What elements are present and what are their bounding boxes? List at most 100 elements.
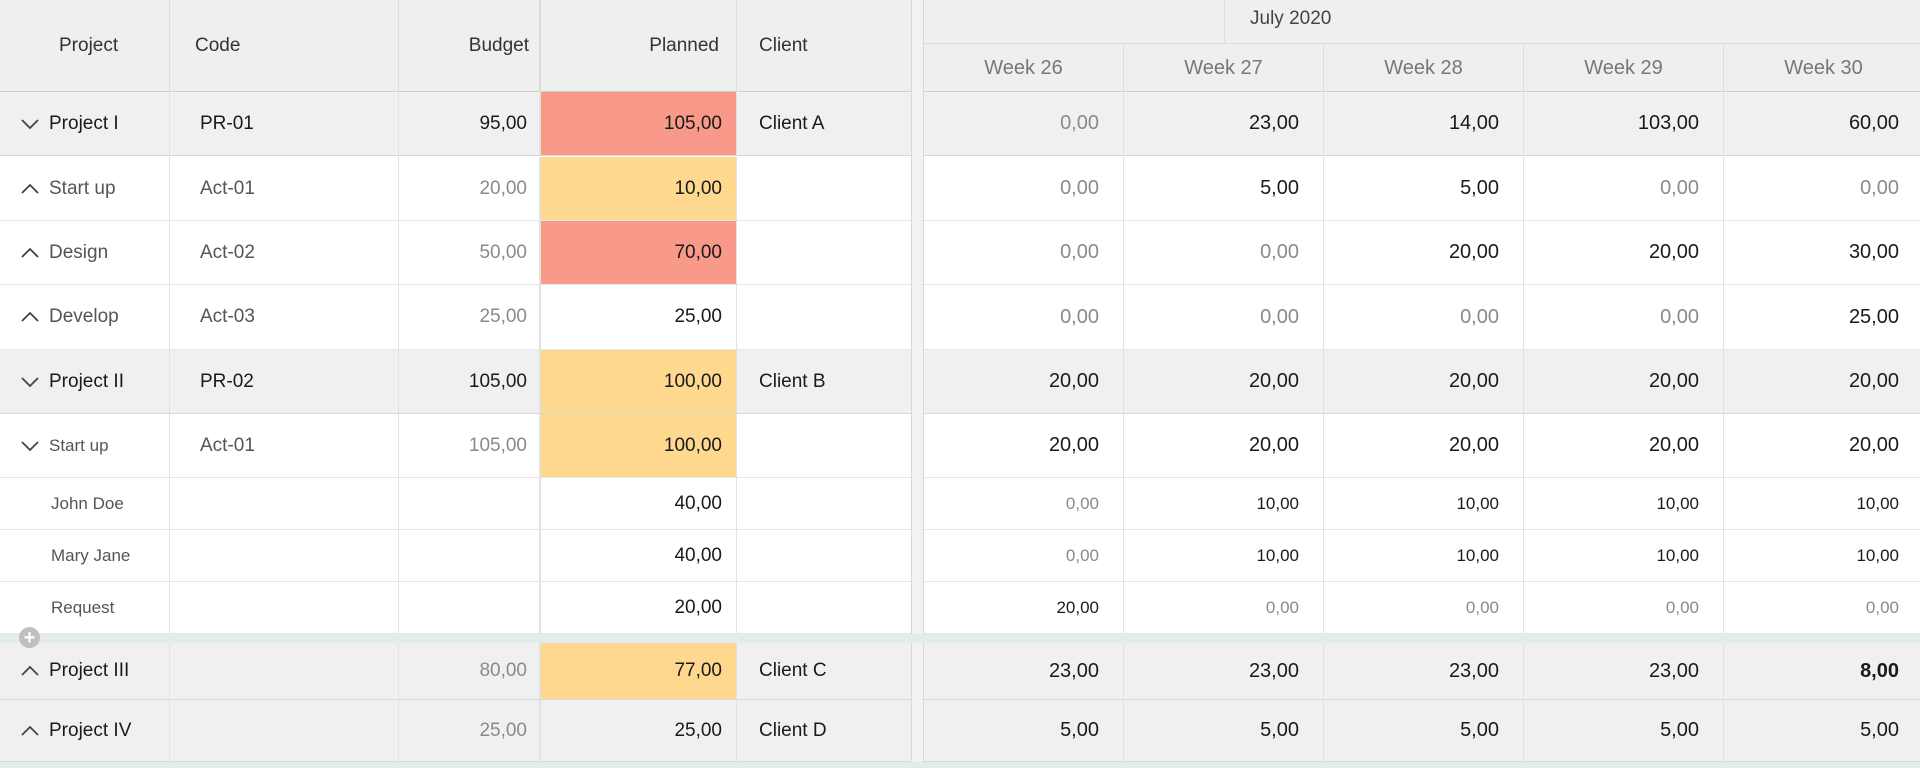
timeline-row[interactable]: 0,00 10,00 10,00 10,00 10,00 [924, 478, 1920, 530]
chevron-up-icon[interactable] [19, 660, 41, 682]
table-row[interactable]: Project IV 25,00 25,00 Client D [0, 700, 911, 762]
week-value-cell[interactable]: 103,00 [1524, 92, 1724, 155]
week-value-cell[interactable]: 20,00 [1324, 414, 1524, 477]
add-row-button[interactable]: + [19, 627, 40, 648]
table-row[interactable]: Project III 80,00 77,00 Client C [0, 643, 911, 700]
chevron-up-icon[interactable] [19, 720, 41, 742]
week-header-4[interactable]: Week 29 [1524, 44, 1724, 92]
column-header-client[interactable]: Client [737, 0, 911, 92]
week-value-cell[interactable]: 5,00 [1324, 700, 1524, 761]
week-value-cell[interactable]: 0,00 [1724, 582, 1920, 633]
week-value-cell[interactable]: 20,00 [1124, 414, 1324, 477]
week-value-cell[interactable]: 20,00 [1524, 414, 1724, 477]
week-value-cell[interactable]: 5,00 [1524, 700, 1724, 761]
timeline-row[interactable]: 0,00 0,00 20,00 20,00 30,00 [924, 221, 1920, 285]
week-value-cell[interactable]: 0,00 [1124, 582, 1324, 633]
planned-cell[interactable]: 40,00 [540, 478, 737, 529]
chevron-up-icon[interactable] [19, 306, 41, 328]
week-value-cell[interactable]: 20,00 [1524, 221, 1724, 284]
chevron-up-icon[interactable] [19, 178, 41, 200]
column-header-budget[interactable]: Budget [399, 0, 540, 92]
week-value-cell[interactable]: 5,00 [1324, 157, 1524, 220]
week-value-cell[interactable]: 25,00 [1724, 285, 1920, 349]
week-value-cell[interactable]: 0,00 [1124, 221, 1324, 284]
week-value-cell[interactable]: 0,00 [1524, 285, 1724, 349]
week-value-cell[interactable]: 14,00 [1324, 92, 1524, 155]
week-value-cell[interactable]: 0,00 [1524, 582, 1724, 633]
timeline-row[interactable]: 23,00 23,00 23,00 23,00 8,00 [924, 643, 1920, 700]
chevron-down-icon[interactable] [19, 371, 41, 393]
week-value-cell[interactable]: 23,00 [1524, 643, 1724, 699]
week-value-cell[interactable]: 5,00 [1724, 700, 1920, 761]
project-cell[interactable]: Start up [0, 414, 170, 477]
planned-cell[interactable]: 100,00 [540, 414, 737, 477]
week-value-cell[interactable]: 0,00 [924, 478, 1124, 529]
column-header-code[interactable]: Code [170, 0, 399, 92]
planned-cell[interactable]: 20,00 [540, 582, 737, 633]
week-value-cell[interactable]: 20,00 [1724, 414, 1920, 477]
week-value-cell[interactable]: 20,00 [924, 350, 1124, 413]
timeline-row[interactable]: 0,00 0,00 0,00 0,00 25,00 [924, 285, 1920, 350]
week-header-5[interactable]: Week 30 [1724, 44, 1920, 92]
week-value-cell[interactable]: 20,00 [1524, 350, 1724, 413]
planned-cell[interactable]: 77,00 [540, 643, 737, 699]
week-value-cell[interactable]: 10,00 [1724, 530, 1920, 581]
week-value-cell[interactable]: 5,00 [924, 700, 1124, 761]
timeline-row[interactable]: 20,00 20,00 20,00 20,00 20,00 [924, 414, 1920, 478]
week-value-cell[interactable]: 23,00 [1324, 643, 1524, 699]
week-value-cell[interactable]: 10,00 [1324, 478, 1524, 529]
week-value-cell[interactable]: 20,00 [1324, 350, 1524, 413]
week-value-cell[interactable]: 0,00 [1124, 285, 1324, 349]
week-value-cell[interactable]: 30,00 [1724, 221, 1920, 284]
chevron-down-icon[interactable] [19, 435, 41, 457]
week-value-cell[interactable]: 10,00 [1124, 530, 1324, 581]
timeline-row[interactable]: 20,00 0,00 0,00 0,00 0,00 [924, 582, 1920, 634]
project-cell[interactable]: Start up [0, 157, 170, 220]
timeline-row[interactable]: 5,00 5,00 5,00 5,00 5,00 [924, 700, 1920, 762]
week-value-cell[interactable]: 23,00 [1124, 643, 1324, 699]
table-row[interactable]: Start up Act-01 105,00 100,00 [0, 414, 911, 478]
project-cell[interactable]: John Doe [0, 478, 170, 529]
week-value-cell[interactable]: 23,00 [1124, 92, 1324, 155]
week-value-cell[interactable]: 0,00 [924, 285, 1124, 349]
week-value-cell[interactable]: 20,00 [924, 582, 1124, 633]
planned-cell[interactable]: 25,00 [540, 700, 737, 761]
timeline-row[interactable]: 20,00 20,00 20,00 20,00 20,00 [924, 350, 1920, 414]
table-row[interactable]: Develop Act-03 25,00 25,00 [0, 285, 911, 350]
week-value-cell[interactable]: 0,00 [924, 221, 1124, 284]
week-value-cell[interactable]: 10,00 [1524, 478, 1724, 529]
week-value-cell[interactable]: 0,00 [924, 157, 1124, 220]
table-row[interactable]: Start up Act-01 20,00 10,00 [0, 157, 911, 221]
project-cell[interactable]: Project III [0, 643, 170, 699]
chevron-down-icon[interactable] [19, 113, 41, 135]
week-value-cell[interactable]: 0,00 [924, 530, 1124, 581]
week-value-cell[interactable]: 10,00 [1724, 478, 1920, 529]
column-header-planned[interactable]: Planned [540, 0, 737, 92]
week-value-cell[interactable]: 20,00 [1724, 350, 1920, 413]
week-value-cell[interactable]: 0,00 [924, 92, 1124, 155]
week-value-cell[interactable]: 10,00 [1124, 478, 1324, 529]
week-value-cell[interactable]: 20,00 [1124, 350, 1324, 413]
table-row[interactable]: John Doe 40,00 [0, 478, 911, 530]
chevron-up-icon[interactable] [19, 242, 41, 264]
week-value-cell[interactable]: 0,00 [1724, 157, 1920, 220]
planned-cell[interactable]: 10,00 [540, 157, 737, 220]
timeline-row[interactable]: 0,00 10,00 10,00 10,00 10,00 [924, 530, 1920, 582]
week-value-cell[interactable]: 20,00 [924, 414, 1124, 477]
week-header-2[interactable]: Week 27 [1124, 44, 1324, 92]
week-value-cell[interactable]: 0,00 [1524, 157, 1724, 220]
week-value-cell[interactable]: 60,00 [1724, 92, 1920, 155]
table-row[interactable]: Design Act-02 50,00 70,00 [0, 221, 911, 285]
project-cell[interactable]: Project IV [0, 700, 170, 761]
table-row[interactable]: Project I PR-01 95,00 105,00 Client A [0, 92, 911, 156]
week-value-cell[interactable]: 8,00 [1724, 643, 1920, 699]
week-header-3[interactable]: Week 28 [1324, 44, 1524, 92]
week-value-cell[interactable]: 0,00 [1324, 582, 1524, 633]
timeline-row[interactable]: 0,00 23,00 14,00 103,00 60,00 [924, 92, 1920, 156]
week-value-cell[interactable]: 10,00 [1324, 530, 1524, 581]
week-value-cell[interactable]: 10,00 [1524, 530, 1724, 581]
project-cell[interactable]: Project II [0, 350, 170, 413]
project-cell[interactable]: Project I [0, 92, 170, 155]
table-row[interactable]: Project II PR-02 105,00 100,00 Client B [0, 350, 911, 414]
week-value-cell[interactable]: 20,00 [1324, 221, 1524, 284]
